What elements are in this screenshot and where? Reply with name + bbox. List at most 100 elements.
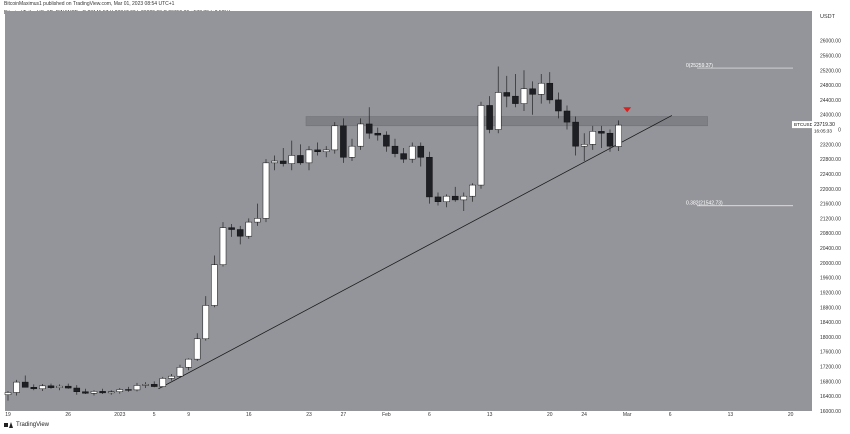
bull-candle xyxy=(219,227,227,265)
bear-candle xyxy=(546,82,554,101)
marker-layer xyxy=(623,107,632,113)
y-tick-label: 20800.00 xyxy=(820,231,841,237)
x-tick-label: 27 xyxy=(341,412,347,418)
x-tick-label: 16 xyxy=(246,412,252,418)
y-tick-label: 22000.00 xyxy=(820,187,841,193)
bull-candle xyxy=(615,124,622,147)
bear-candle xyxy=(572,121,579,147)
x-tick-label: 20 xyxy=(547,412,553,418)
trendline-layer xyxy=(158,115,673,390)
bull-candle xyxy=(13,381,20,393)
bull-candle xyxy=(589,131,597,145)
bull-candle xyxy=(116,389,124,392)
price-tag xyxy=(812,121,838,136)
y-tick-label: 22400.00 xyxy=(820,172,841,178)
bull-candle xyxy=(4,392,12,395)
bear-candle xyxy=(47,385,55,388)
x-tick-label: 2023 xyxy=(114,412,125,418)
y-tick-label: 26000.00 xyxy=(820,39,841,45)
price-tag-value: 23719.30 xyxy=(814,122,835,128)
bear-candle xyxy=(512,95,519,104)
y-tick-label: 16000.00 xyxy=(820,409,841,415)
y-tick-label: 17600.00 xyxy=(820,350,841,356)
y-tick-label: 17200.00 xyxy=(820,365,841,371)
bull-candle xyxy=(408,145,416,160)
y-tick-label: 20400.00 xyxy=(820,246,841,252)
fib-level-label: 0(25259.37) xyxy=(686,63,713,69)
bear-candle xyxy=(82,391,89,394)
ascending-trendline xyxy=(158,115,673,390)
price-tag-countdown: 16:05:33 xyxy=(814,129,832,134)
y-tick-label: 18000.00 xyxy=(820,335,841,341)
y-tick-label: 18400.00 xyxy=(820,320,841,326)
published-line: BitcoinMaximus1 published on TradingView… xyxy=(4,1,175,7)
y-tick-label: 22800.00 xyxy=(820,157,841,163)
bear-candle xyxy=(555,99,562,112)
bull-candle xyxy=(494,92,502,130)
footer: TradingView xyxy=(4,422,49,428)
bull-candle xyxy=(357,123,364,147)
x-tick-label: 23 xyxy=(306,412,312,418)
bear-candle xyxy=(606,132,614,147)
x-tick-label: 13 xyxy=(728,412,734,418)
bear-candle xyxy=(21,381,29,388)
bear-candle xyxy=(451,195,459,201)
bull-candle xyxy=(90,391,98,394)
x-tick-label: 5 xyxy=(153,412,156,418)
bull-candle xyxy=(271,160,278,164)
y-tick-label: 24400.00 xyxy=(820,98,841,104)
x-tick-label: Feb xyxy=(382,412,391,418)
y-tick-label: 24800.00 xyxy=(820,83,841,89)
bull-candle xyxy=(348,145,356,158)
bull-candle xyxy=(176,367,184,377)
bear-candle xyxy=(279,160,287,164)
bear-candle xyxy=(391,145,399,154)
bull-candle xyxy=(142,384,149,386)
bear-candle xyxy=(365,123,373,134)
fib-levels-layer: 0(25259.37) 0.382(21542.73) xyxy=(686,63,793,207)
y-axis-ticks: 16000.00 16400.00 16800.00 17200.00 17600.00… xyxy=(820,39,841,415)
bull-candle xyxy=(202,305,210,340)
y-tick-label: 19600.00 xyxy=(820,276,841,282)
bull-candle xyxy=(133,385,141,391)
bear-candle xyxy=(99,391,106,394)
y-tick-label: 19200.00 xyxy=(820,290,841,296)
y-tick-label: 21200.00 xyxy=(820,216,841,222)
bull-candle xyxy=(537,82,545,95)
bear-candle xyxy=(417,145,425,158)
resistance-zone xyxy=(305,116,708,127)
footer-brand: TradingView xyxy=(16,422,50,428)
bull-candle xyxy=(477,105,485,186)
bear-candle xyxy=(374,132,382,136)
fib-level-label: 0.382(21542.73) xyxy=(686,201,723,207)
bull-candle xyxy=(168,375,175,379)
bear-candle xyxy=(426,157,433,198)
x-tick-label: 26 xyxy=(65,412,71,418)
bear-candle xyxy=(73,387,81,392)
bull-candle xyxy=(469,184,476,197)
y-tick-label: 21600.00 xyxy=(820,202,841,208)
bull-candle xyxy=(107,391,115,394)
bull-candle xyxy=(460,195,468,201)
resistance-zone-layer xyxy=(305,116,708,127)
y-tick-label: 25200.00 xyxy=(820,68,841,74)
bear-candle xyxy=(30,387,38,390)
y-tick-label: 16400.00 xyxy=(820,394,841,400)
bear-candle xyxy=(383,134,390,147)
x-tick-label: 20 xyxy=(788,412,794,418)
symbol-tag-text: BTCUSDT xyxy=(794,122,816,127)
y-tick-label: 23200.00 xyxy=(820,142,841,148)
y-tick-label: 20000.00 xyxy=(820,261,841,267)
bear-candle xyxy=(228,227,235,230)
bearish-marker-icon xyxy=(623,107,632,113)
bear-candle xyxy=(64,385,72,389)
x-tick-label: 6 xyxy=(669,412,672,418)
bear-candle xyxy=(434,196,442,202)
bull-candle xyxy=(331,125,339,151)
bear-candle xyxy=(486,105,493,130)
bear-candle xyxy=(598,131,605,134)
bear-candle xyxy=(297,155,304,164)
candles-layer xyxy=(4,66,622,401)
x-tick-label: 9 xyxy=(187,412,190,418)
